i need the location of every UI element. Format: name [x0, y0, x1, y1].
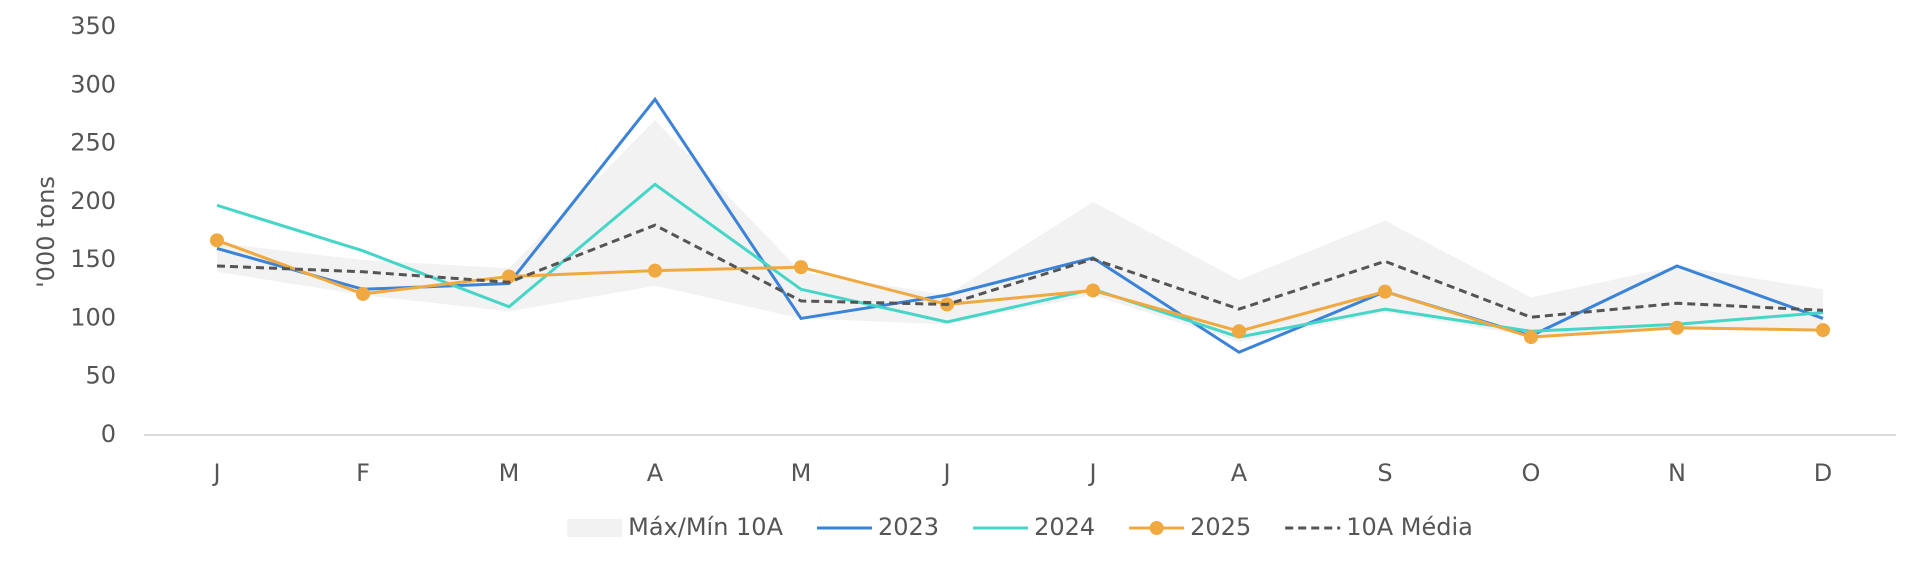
- legend-label: 2024: [1034, 513, 1095, 541]
- legend-swatch: [567, 519, 623, 537]
- legend-label: 10A Média: [1346, 513, 1473, 541]
- x-tick-label: J: [1087, 459, 1096, 487]
- y-axis-label: '000 tons: [32, 176, 60, 288]
- point: [1670, 320, 1684, 335]
- range-band: [217, 120, 1823, 342]
- legend-marker: [1149, 521, 1164, 535]
- line: [216, 96, 1824, 354]
- point: [1524, 330, 1538, 345]
- y-tick-label: 150: [70, 245, 116, 273]
- point: [794, 260, 808, 275]
- point: [1086, 283, 1100, 298]
- point: [1378, 284, 1392, 299]
- point: [356, 286, 370, 301]
- x-tick-label: J: [941, 459, 950, 487]
- x-tick-label: O: [1522, 459, 1541, 487]
- y-tick-label: 250: [70, 129, 116, 157]
- point: [648, 263, 662, 278]
- x-tick-label: M: [791, 459, 812, 487]
- point: [502, 269, 516, 284]
- y-tick-label: 300: [70, 70, 116, 98]
- line: [216, 223, 1824, 319]
- x-tick-label: D: [1814, 459, 1832, 487]
- y-tick-label: 0: [101, 420, 116, 448]
- x-tick-label: N: [1668, 459, 1686, 487]
- legend-label: Máx/Mín 10A: [628, 513, 783, 541]
- x-tick-label: F: [356, 459, 370, 487]
- y-tick-label: 50: [85, 362, 116, 390]
- x-tick-label: J: [211, 459, 220, 487]
- x-tick-label: A: [647, 459, 664, 487]
- line: [216, 182, 1824, 339]
- point: [1232, 324, 1246, 339]
- y-tick-label: 200: [70, 187, 116, 215]
- legend-label: 2023: [878, 513, 939, 541]
- y-tick-label: 100: [70, 303, 116, 331]
- y-tick-label: 350: [70, 12, 116, 40]
- point: [210, 233, 224, 248]
- x-tick-label: M: [499, 459, 520, 487]
- point: [1816, 323, 1830, 338]
- legend-label: 2025: [1190, 513, 1251, 541]
- legend: Máx/Mín 10A 2023 2024 2025 10A Média: [567, 513, 1473, 541]
- x-tick-label: A: [1231, 459, 1248, 487]
- x-tick-label: S: [1377, 459, 1392, 487]
- line: [216, 238, 1824, 339]
